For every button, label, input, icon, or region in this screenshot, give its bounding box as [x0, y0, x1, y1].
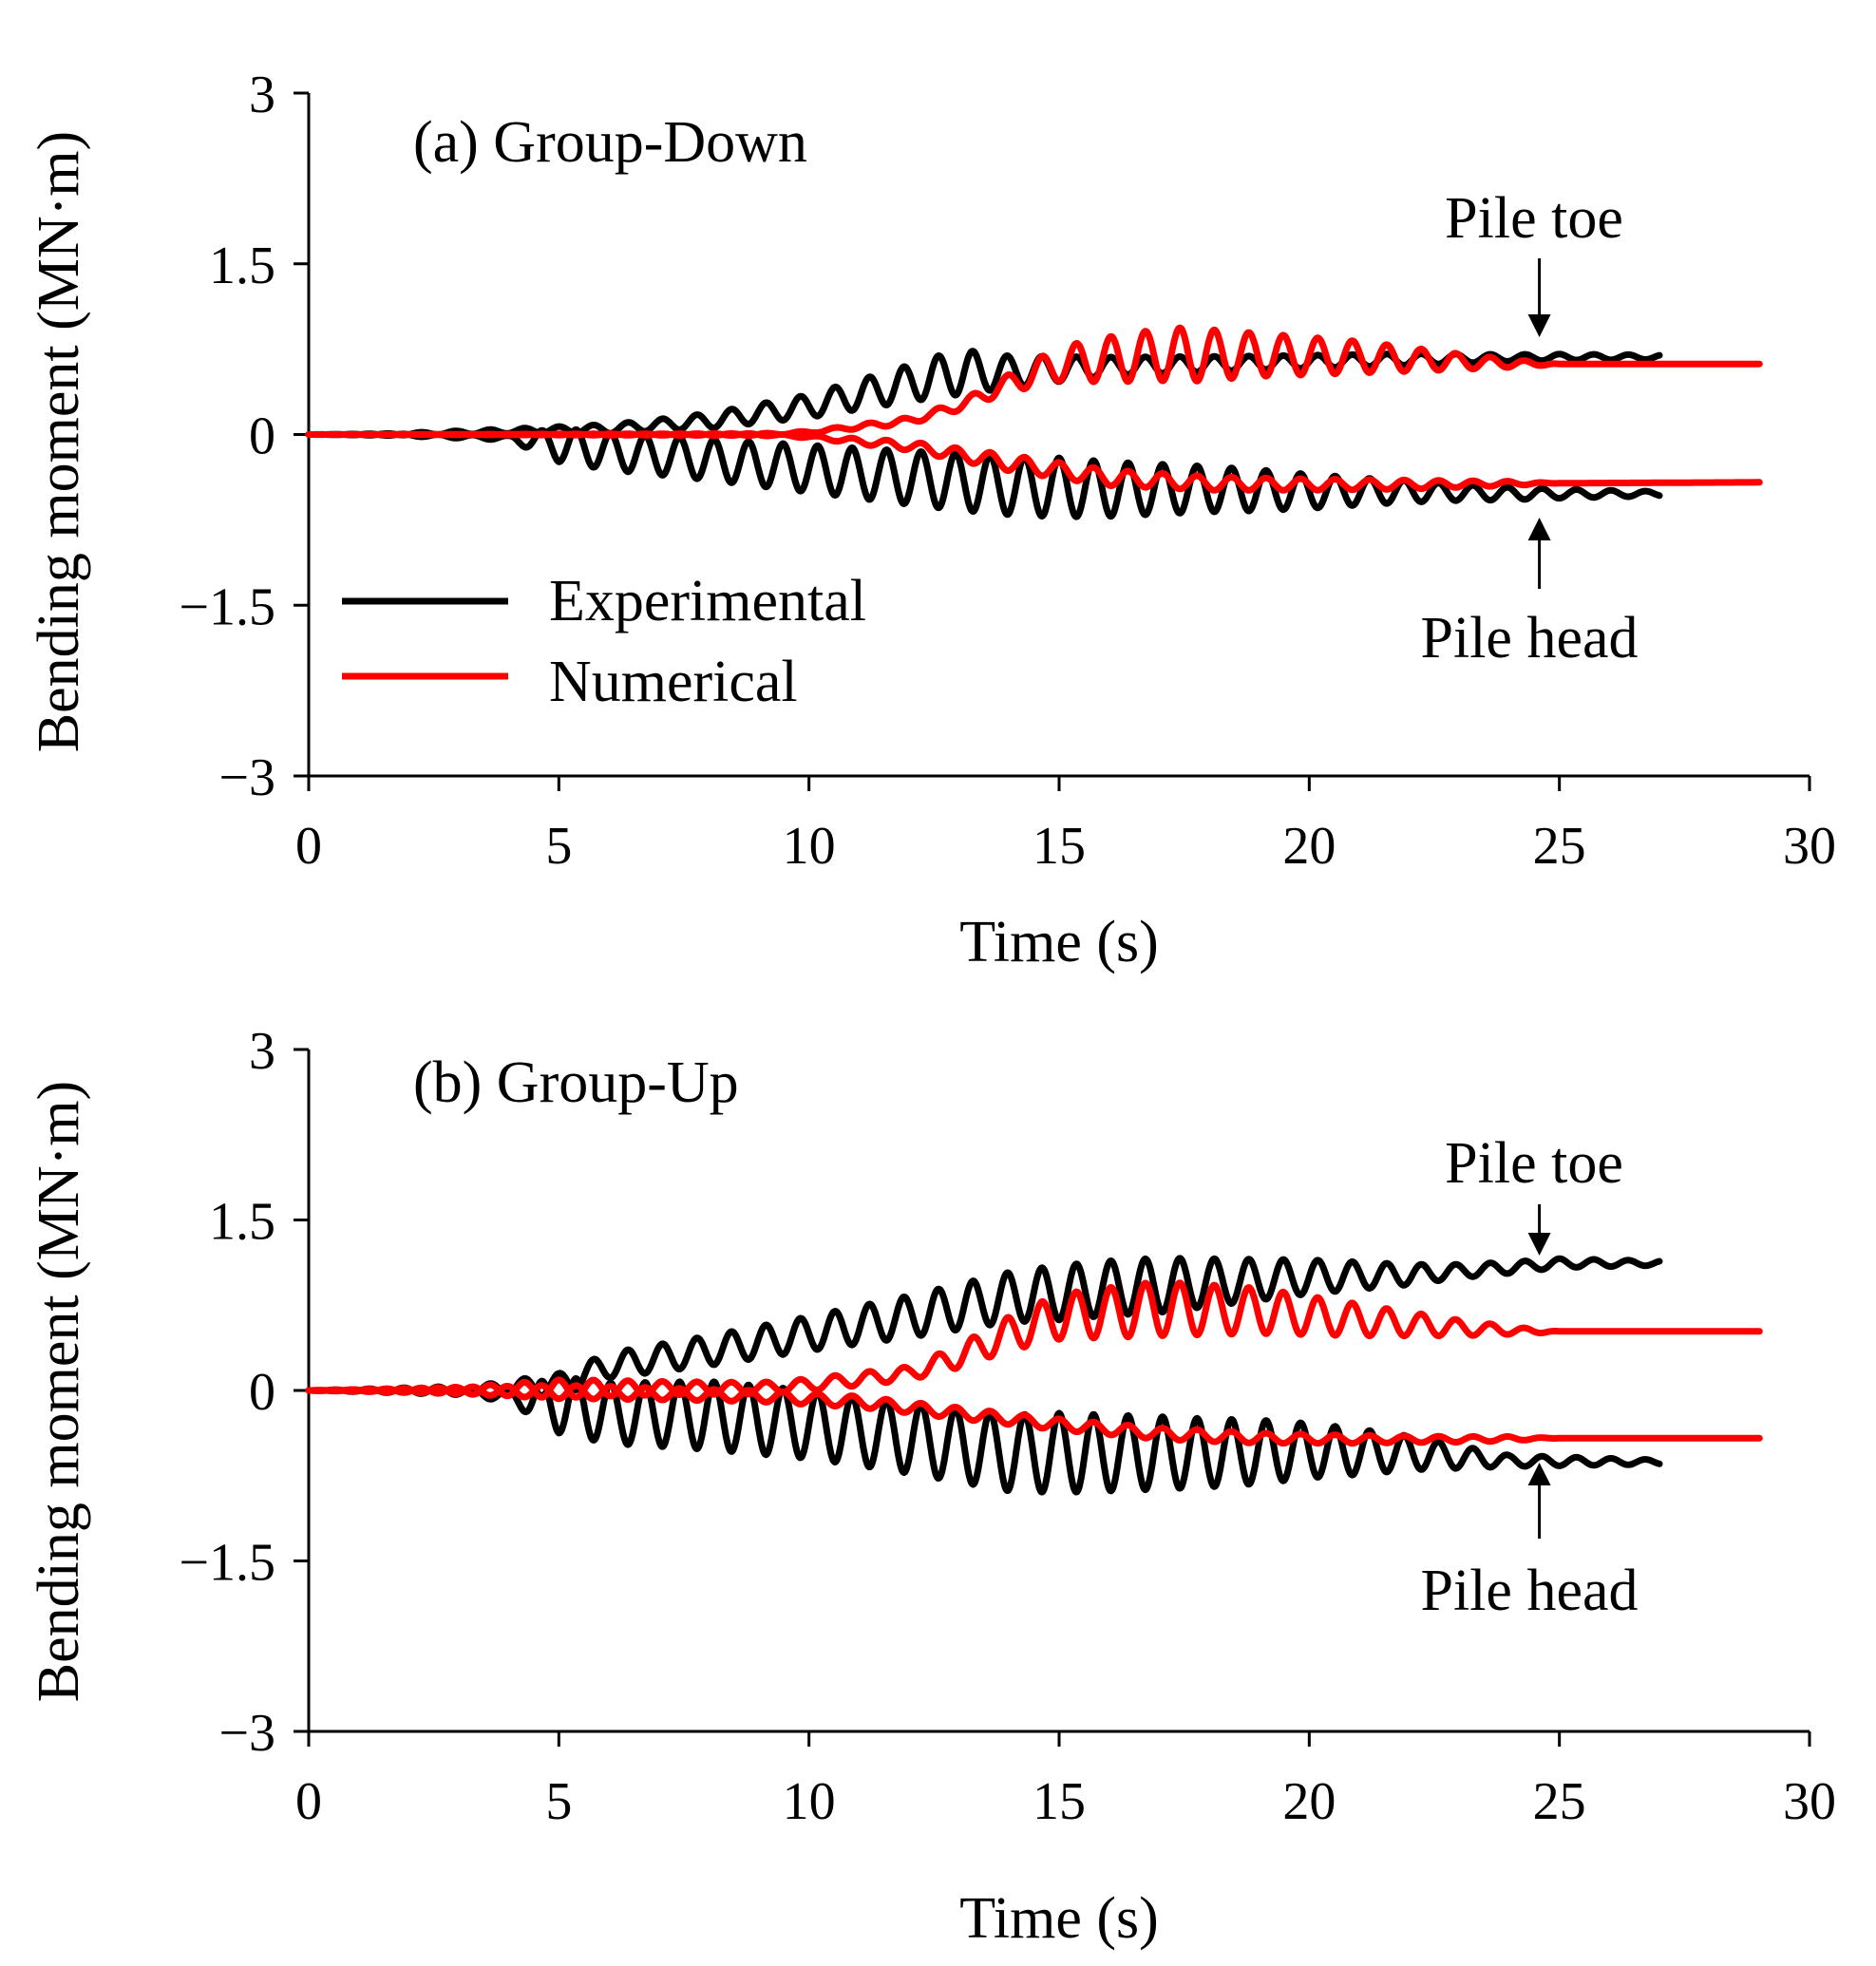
legend-label-experimental: Experimental	[549, 569, 866, 633]
x-tick-label-b: 20	[1282, 1772, 1336, 1831]
x-axis-title-b: Time (s)	[959, 1886, 1159, 1951]
x-tick-label-b: 25	[1533, 1772, 1586, 1831]
y-tick-label-a: 3	[249, 66, 275, 124]
chart-panel-a: (a) Group-Down Bending moment (MN·m) Tim…	[27, 66, 1836, 974]
pile-head-arrowhead-a	[1527, 518, 1551, 540]
pile-head-label-a: Pile head	[1421, 606, 1639, 671]
y-tick-label-b: 1.5	[209, 1193, 275, 1252]
pile-head-arrowhead-b	[1527, 1463, 1551, 1485]
legend-label-numerical: Numerical	[549, 650, 798, 714]
chart-panel-b: (b) Group-Up Bending moment (MN·m) Time …	[27, 1022, 1836, 1951]
x-tick-label-a: 30	[1783, 817, 1836, 876]
y-tick-label-b: 0	[249, 1363, 275, 1422]
x-tick-label-b: 10	[783, 1772, 836, 1831]
y-axis-title-b: Bending moment (MN·m)	[27, 1081, 91, 1702]
pile-toe-arrowhead-b	[1527, 1233, 1551, 1256]
pile-toe-arrowhead-a	[1527, 314, 1551, 337]
x-tick-label-a: 5	[545, 817, 572, 876]
y-tick-label-a: 1.5	[209, 236, 275, 295]
y-tick-label-b: −3	[218, 1704, 275, 1763]
x-tick-label-a: 15	[1033, 817, 1086, 876]
pile-toe-label-a: Pile toe	[1445, 186, 1623, 251]
x-axis-title-a: Time (s)	[959, 910, 1159, 974]
pile-head-label-b: Pile head	[1421, 1559, 1639, 1623]
series-numerical-pile-toe-a	[305, 324, 1763, 440]
y-tick-label-a: −3	[218, 748, 275, 807]
series-experimental-pile-toe-b	[305, 1255, 1663, 1399]
x-tick-label-a: 0	[295, 817, 322, 876]
x-tick-label-b: 0	[295, 1772, 322, 1831]
y-tick-label-a: 0	[249, 407, 275, 466]
series-numerical-pile-head-a	[305, 429, 1763, 494]
legend: Experimental Numerical	[342, 569, 866, 714]
series-experimental-pile-head-b	[305, 1374, 1663, 1496]
panel-label-b: (b) Group-Up	[413, 1050, 739, 1115]
y-tick-label-b: 3	[249, 1022, 275, 1081]
pile-toe-label-b: Pile toe	[1445, 1131, 1623, 1196]
x-tick-label-a: 20	[1282, 817, 1336, 876]
x-tick-label-b: 15	[1033, 1772, 1086, 1831]
x-tick-label-b: 5	[545, 1772, 572, 1831]
panel-label-a: (a) Group-Down	[413, 110, 807, 175]
x-tick-label-b: 30	[1783, 1772, 1836, 1831]
series-experimental-pile-toe-a	[305, 348, 1663, 439]
x-tick-label-a: 25	[1533, 817, 1586, 876]
series-experimental-pile-head-a	[305, 425, 1663, 520]
y-tick-label-a: −1.5	[179, 577, 275, 636]
series-numerical-pile-head-b	[305, 1382, 1763, 1447]
x-tick-label-a: 10	[783, 817, 836, 876]
y-axis-title-a: Bending moment (MN·m)	[27, 131, 91, 752]
y-tick-label-b: −1.5	[179, 1534, 275, 1593]
